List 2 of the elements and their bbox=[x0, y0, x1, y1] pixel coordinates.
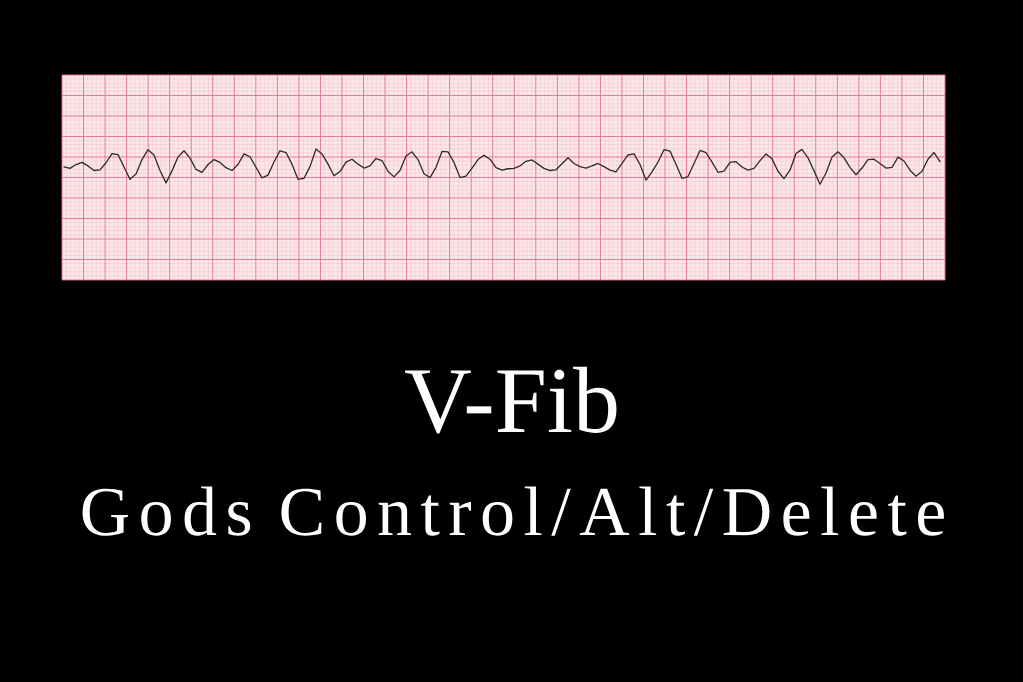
text: Gods Control/Alt/Delete bbox=[82, 486, 944, 536]
text: V-Fib bbox=[405, 366, 617, 434]
